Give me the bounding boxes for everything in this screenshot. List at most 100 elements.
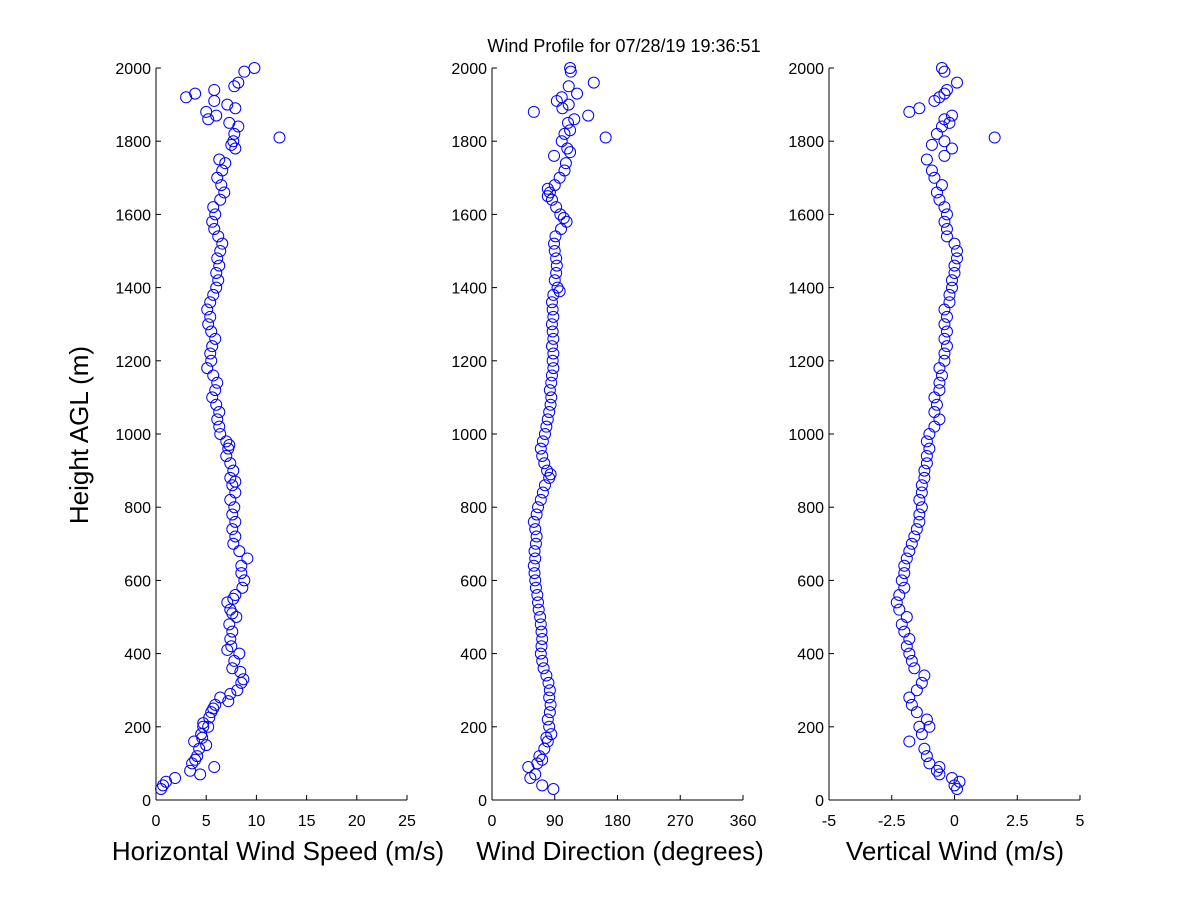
data-point <box>229 486 242 499</box>
data-point <box>908 530 921 543</box>
y-tick-label: 800 <box>797 500 824 517</box>
data-point <box>540 731 553 744</box>
data-point <box>945 772 958 785</box>
data-point <box>935 369 948 382</box>
data-point <box>900 552 913 565</box>
data-point <box>206 391 219 404</box>
data-point <box>536 779 549 792</box>
data-point <box>953 775 966 788</box>
data-point <box>940 223 953 236</box>
data-point <box>935 120 948 133</box>
data-point <box>202 113 215 126</box>
data-point <box>913 102 926 115</box>
data-point <box>543 384 556 397</box>
data-point <box>923 442 936 455</box>
data-point <box>920 457 933 470</box>
data-point <box>903 647 916 660</box>
data-point <box>951 783 964 796</box>
data-point <box>528 567 541 580</box>
data-point <box>530 530 543 543</box>
data-point <box>536 654 549 667</box>
data-point <box>226 662 239 675</box>
data-point <box>538 428 551 440</box>
data-point <box>538 479 551 492</box>
data-point <box>207 288 220 301</box>
data-point <box>209 208 222 221</box>
data-point <box>202 318 215 331</box>
data-point <box>213 406 226 419</box>
y-tick-label: 0 <box>142 793 151 810</box>
data-point <box>220 435 233 448</box>
data-point <box>930 398 943 411</box>
y-tick-label: 1400 <box>788 281 824 298</box>
data-point <box>229 102 242 115</box>
data-point <box>547 288 560 301</box>
y-tick-label: 1600 <box>788 207 824 224</box>
data-point <box>935 62 948 74</box>
data-point <box>951 245 964 257</box>
data-point <box>933 413 946 426</box>
data-point <box>543 706 556 719</box>
data-point <box>535 625 548 638</box>
data-point <box>206 215 219 228</box>
data-point <box>238 574 251 587</box>
data-point <box>208 761 221 774</box>
data-point <box>948 259 961 272</box>
data-point <box>910 523 923 536</box>
panel-wind-direction: 0 200 400 600 800 1000 1200 1400 1600 1800 2000 0 90… <box>451 61 763 866</box>
data-point <box>550 94 563 107</box>
data-point <box>548 274 561 287</box>
data-point <box>898 581 911 594</box>
data-point <box>529 523 542 536</box>
data-point <box>531 589 544 602</box>
data-point <box>935 179 948 192</box>
data-point <box>210 266 223 279</box>
data-point <box>207 201 220 214</box>
data-point <box>549 230 562 243</box>
data-point <box>587 76 600 89</box>
data-point <box>234 665 247 678</box>
data-point <box>226 625 239 638</box>
data-point <box>226 523 239 536</box>
data-point <box>209 384 222 397</box>
data-point <box>233 647 246 660</box>
data-point <box>536 486 549 499</box>
data-point <box>186 757 199 770</box>
data-point <box>540 420 553 433</box>
data-point <box>900 640 913 653</box>
data-point <box>204 310 217 323</box>
data-point <box>544 398 557 411</box>
data-point <box>223 438 236 451</box>
data-point <box>913 493 926 506</box>
data-point <box>530 508 543 521</box>
data-point <box>545 728 558 741</box>
data-point <box>582 109 595 122</box>
data-point <box>945 109 958 122</box>
data-point <box>562 98 575 111</box>
data-point <box>222 695 235 708</box>
y-tick-label: 600 <box>124 573 151 590</box>
data-point <box>938 135 951 148</box>
data-point <box>534 618 547 631</box>
y-tick-label: 200 <box>460 720 487 737</box>
data-point <box>938 318 951 331</box>
data-point <box>230 611 243 623</box>
data-point <box>547 362 560 375</box>
data-point <box>544 698 557 711</box>
data-point <box>905 654 918 667</box>
data-point <box>226 508 239 521</box>
y-tick-label: 1600 <box>115 207 151 224</box>
data-point <box>212 230 225 243</box>
data-point <box>903 105 916 118</box>
data-point <box>200 105 213 118</box>
data-point <box>197 720 210 733</box>
y-tick-label: 0 <box>478 793 487 810</box>
data-point <box>213 420 226 433</box>
data-point <box>920 713 933 726</box>
data-point <box>542 676 555 689</box>
data-point <box>221 98 234 111</box>
data-point <box>541 182 554 195</box>
data-point <box>524 772 537 785</box>
data-point <box>599 131 612 144</box>
data-point <box>546 325 559 338</box>
